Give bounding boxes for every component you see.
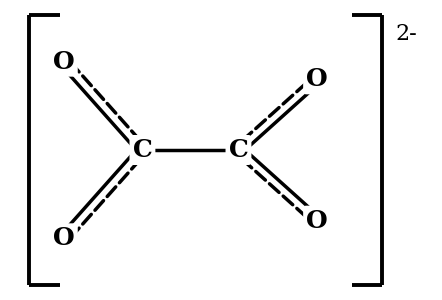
Text: O: O	[306, 209, 328, 233]
Text: O: O	[53, 50, 75, 74]
Text: O: O	[306, 67, 328, 91]
Text: O: O	[53, 226, 75, 250]
Text: C: C	[229, 138, 248, 162]
Text: 2-: 2-	[396, 23, 417, 45]
Text: C: C	[133, 138, 152, 162]
